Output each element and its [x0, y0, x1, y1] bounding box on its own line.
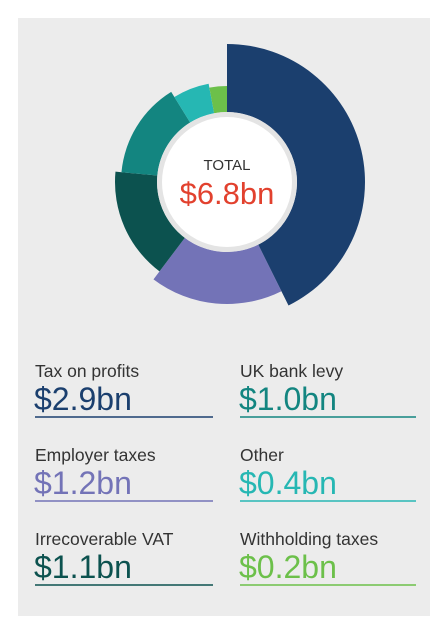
- legend-label: Tax on profits: [35, 361, 139, 381]
- donut-slice: [227, 44, 366, 306]
- total-label: TOTAL: [204, 157, 251, 174]
- legend-label: Irrecoverable VAT: [35, 529, 174, 549]
- legend-value: $1.1bn: [34, 549, 132, 585]
- legend-value: $0.2bn: [239, 549, 337, 585]
- legend-value: $2.9bn: [34, 381, 132, 417]
- legend-label: Other: [240, 445, 284, 465]
- donut-slice: [209, 86, 227, 114]
- legend-value: $0.4bn: [239, 465, 337, 501]
- donut-slice: [174, 83, 215, 123]
- total-value: $6.8bn: [180, 176, 275, 211]
- legend-value: $1.0bn: [239, 381, 337, 417]
- donut-slice: [153, 237, 282, 304]
- donut-slice: [114, 171, 185, 272]
- legend-value: $1.2bn: [34, 465, 132, 501]
- legend-label: Withholding taxes: [240, 529, 378, 549]
- center-disc: [162, 117, 292, 247]
- donut-slice: [121, 91, 191, 176]
- legend-label: UK bank levy: [240, 361, 343, 381]
- legend-label: Employer taxes: [35, 445, 156, 465]
